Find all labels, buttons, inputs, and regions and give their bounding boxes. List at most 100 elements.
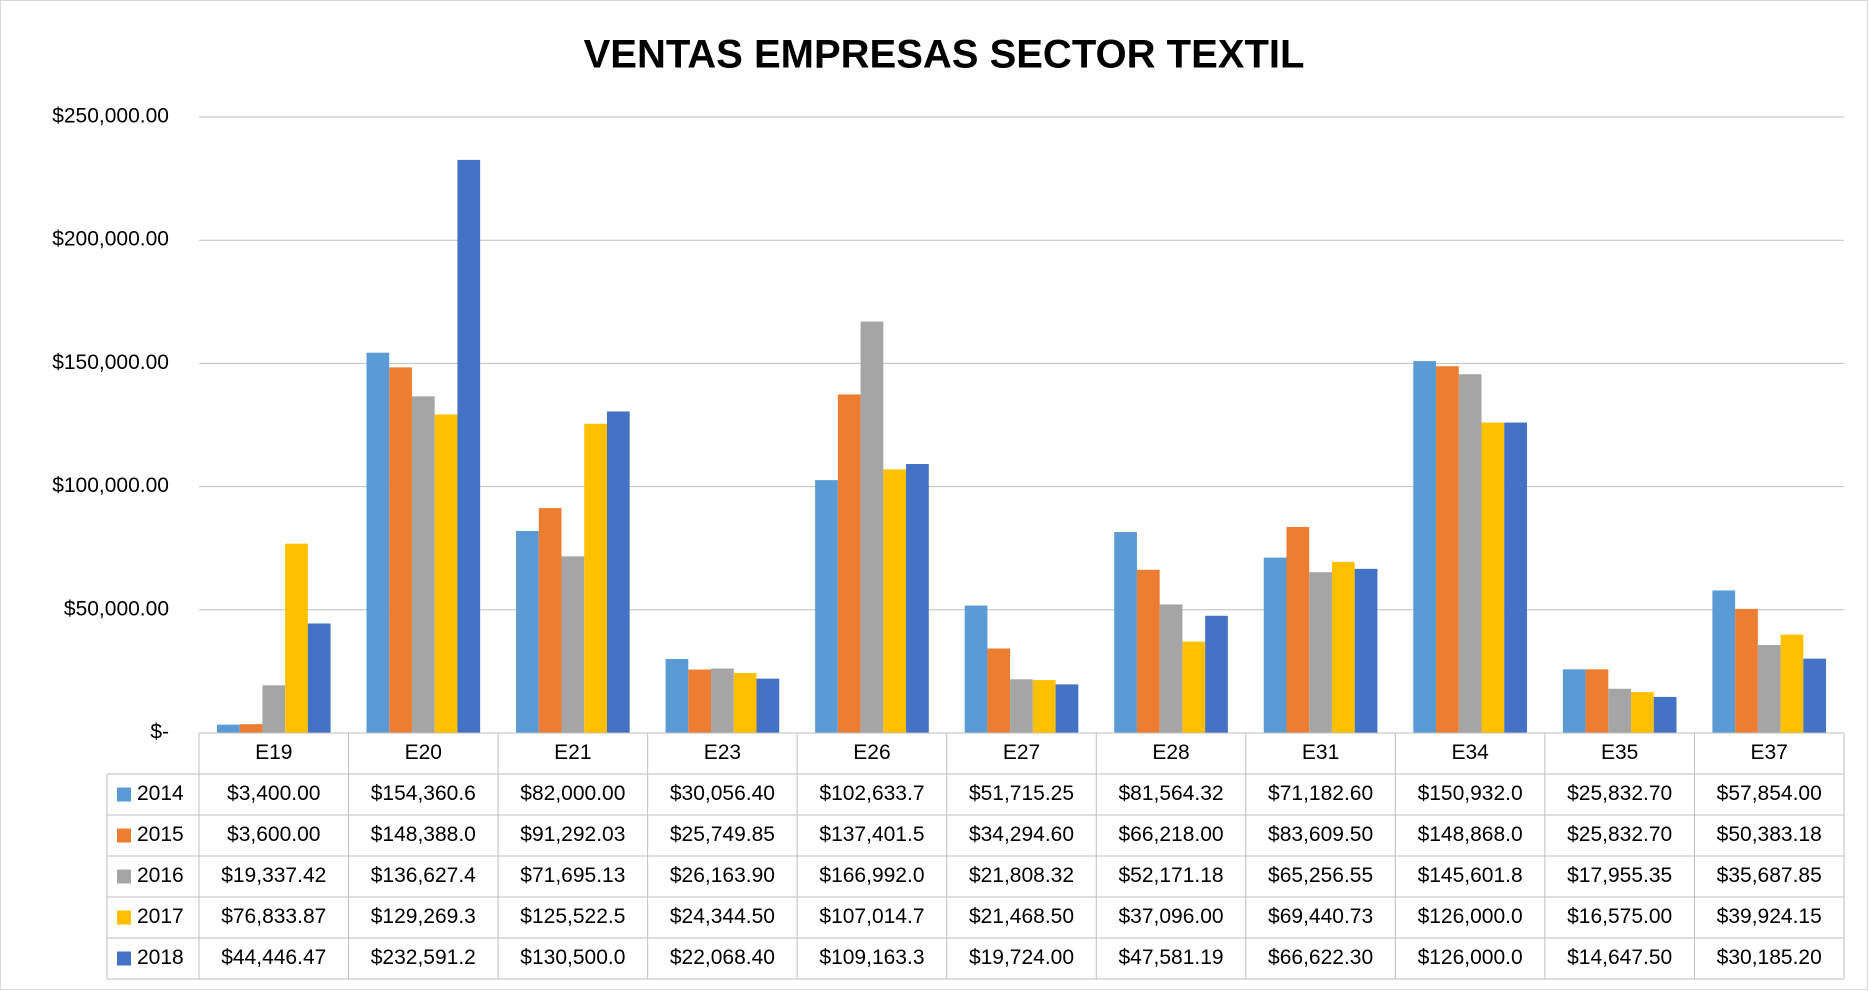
- legend-label: 2014: [137, 782, 184, 805]
- bar: [1309, 572, 1332, 733]
- x-tick-label: E34: [1451, 741, 1489, 764]
- legend-label: 2017: [137, 905, 184, 928]
- legend-swatch: [117, 910, 131, 925]
- table-cell: $37,096.00: [1118, 905, 1223, 928]
- bar: [584, 423, 607, 733]
- bar: [1735, 608, 1758, 733]
- table-cell: $71,695.13: [520, 864, 625, 887]
- bar: [688, 669, 712, 733]
- x-tick-label: E28: [1152, 741, 1189, 764]
- bar: [307, 623, 331, 733]
- table-cell: $148,868.0: [1418, 823, 1523, 846]
- bar: [285, 543, 308, 733]
- table-cell: $232,591.2: [371, 946, 476, 969]
- table-cell: $145,601.8: [1418, 864, 1523, 887]
- bar: [434, 414, 458, 733]
- y-tick-label: $50,000.00: [64, 597, 169, 620]
- table-cell: $126,000.0: [1418, 946, 1523, 969]
- bar: [1182, 641, 1206, 733]
- table-cell: $22,068.40: [670, 946, 775, 969]
- table-cell: $30,056.40: [670, 782, 775, 805]
- table-cell: $44,446.47: [221, 946, 326, 969]
- table-cell: $71,182.60: [1268, 782, 1373, 805]
- bar: [837, 394, 861, 733]
- bar: [1757, 645, 1781, 733]
- bar: [1653, 696, 1677, 733]
- bar: [987, 648, 1011, 733]
- bar: [389, 367, 412, 733]
- table-cell: $35,687.85: [1717, 864, 1822, 887]
- table-cell: $26,163.90: [670, 864, 775, 887]
- x-tick-label: E23: [704, 741, 741, 764]
- legend-label: 2018: [137, 946, 184, 969]
- bar: [964, 605, 988, 733]
- bar: [1010, 679, 1033, 733]
- bar: [1631, 692, 1654, 733]
- table-cell: $19,337.42: [221, 864, 326, 887]
- bar: [1331, 561, 1355, 733]
- bar: [815, 480, 838, 733]
- x-tick-label: E20: [405, 741, 442, 764]
- bar: [411, 396, 435, 733]
- table-cell: $14,647.50: [1567, 946, 1672, 969]
- table-cell: $25,832.70: [1567, 782, 1672, 805]
- table-cell: $19,724.00: [969, 946, 1074, 969]
- table-cell: $154,360.6: [371, 782, 476, 805]
- bar: [1114, 532, 1137, 733]
- bar: [457, 159, 481, 734]
- bar: [262, 685, 286, 733]
- bar: [239, 724, 263, 733]
- x-tick-label: E35: [1601, 741, 1638, 764]
- bar: [1481, 422, 1505, 733]
- bar: [1205, 615, 1228, 733]
- bar: [1354, 568, 1378, 733]
- bar: [1413, 361, 1437, 733]
- table-cell: $50,383.18: [1717, 823, 1822, 846]
- bar: [1585, 669, 1609, 733]
- table-cell: $76,833.87: [221, 905, 326, 928]
- table-cell: $3,400.00: [227, 782, 320, 805]
- y-tick-label: $250,000.00: [52, 105, 169, 128]
- bar: [1032, 680, 1056, 733]
- bar: [756, 678, 780, 733]
- table-cell: $21,808.32: [969, 864, 1074, 887]
- bar: [883, 469, 907, 733]
- table-cell: $109,163.3: [819, 946, 924, 969]
- legend-swatch: [117, 828, 131, 843]
- bar: [516, 530, 539, 733]
- bar: [1436, 366, 1459, 733]
- table-cell: $25,749.85: [670, 823, 775, 846]
- bar: [1608, 688, 1632, 733]
- bar: [1504, 422, 1527, 733]
- y-tick-label: $150,000.00: [52, 351, 169, 374]
- bar: [366, 352, 390, 733]
- legend-swatch: [117, 951, 131, 966]
- bar: [1712, 590, 1736, 733]
- bar: [1055, 684, 1079, 733]
- table-cell: $39,924.15: [1717, 905, 1822, 928]
- legend-swatch: [117, 787, 131, 802]
- table-cell: $166,992.0: [819, 864, 924, 887]
- table-cell: $51,715.25: [969, 782, 1074, 805]
- table-cell: $136,627.4: [371, 864, 476, 887]
- table-cell: $16,575.00: [1567, 905, 1672, 928]
- bar: [711, 668, 734, 733]
- table-cell: $126,000.0: [1418, 905, 1523, 928]
- y-tick-label: $-: [150, 721, 169, 744]
- table-cell: $66,218.00: [1118, 823, 1223, 846]
- bar: [1803, 658, 1827, 733]
- table-cell: $34,294.60: [969, 823, 1074, 846]
- x-tick-label: E37: [1751, 741, 1788, 764]
- table-cell: $25,832.70: [1567, 823, 1672, 846]
- table-cell: $24,344.50: [670, 905, 775, 928]
- legend-swatch: [117, 869, 131, 884]
- bar: [1263, 557, 1287, 733]
- bar: [1136, 569, 1160, 733]
- legend-label: 2016: [137, 864, 184, 887]
- table-cell: $81,564.32: [1118, 782, 1223, 805]
- bar: [606, 411, 630, 733]
- table-cell: $125,522.5: [520, 905, 625, 928]
- table-cell: $57,854.00: [1717, 782, 1822, 805]
- x-tick-label: E26: [853, 741, 890, 764]
